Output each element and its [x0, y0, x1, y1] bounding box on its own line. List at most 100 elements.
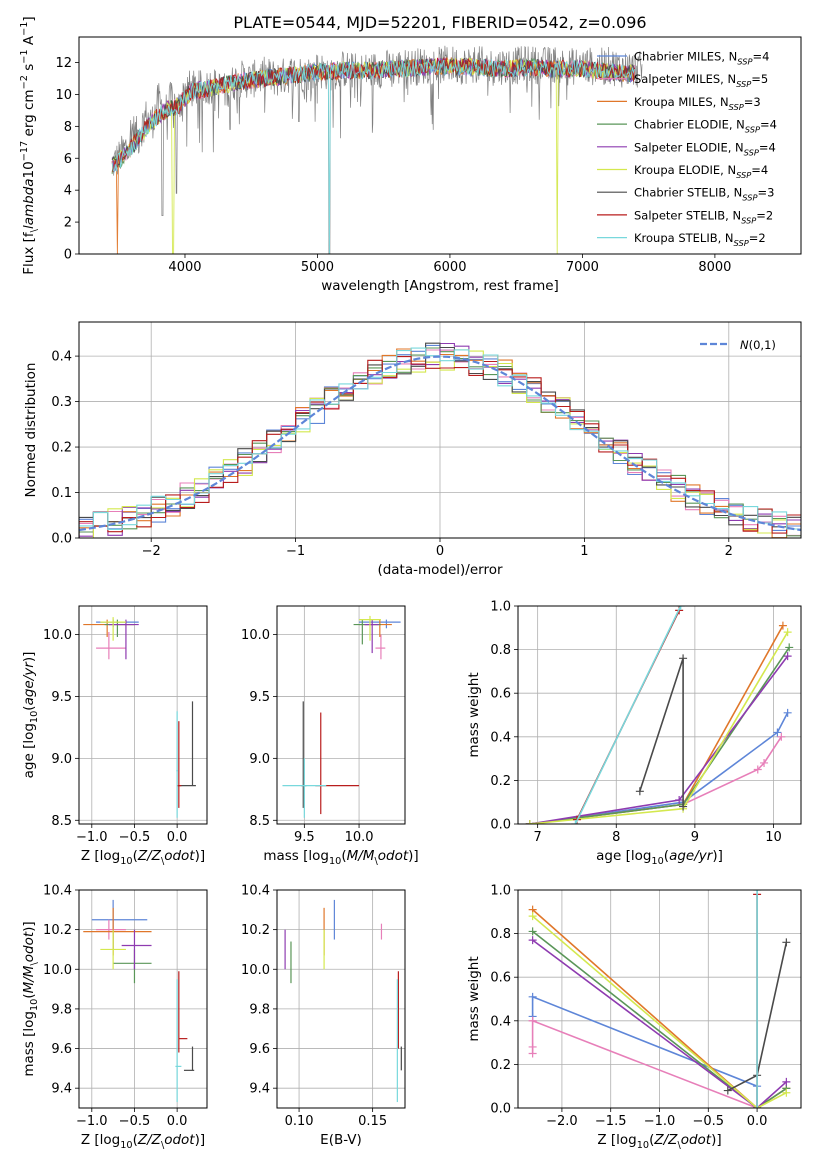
- y-tick-label: 10.0: [241, 963, 270, 978]
- weight-marker: [635, 787, 644, 796]
- x-axis-label: age [log10(age/yr)]: [596, 848, 723, 867]
- legend-label: Kroupa MILES, NSSP=3: [634, 95, 761, 112]
- x-tick-label: −1.5: [595, 1114, 627, 1129]
- y-tick-label: 0.1: [51, 486, 72, 501]
- weight-marker: [679, 802, 688, 811]
- figure-title: PLATE=0544, MJD=52201, FIBERID=0542, z=0…: [233, 13, 646, 32]
- y-tick-label: 10.4: [241, 884, 270, 899]
- axes-frame: [78, 889, 208, 1109]
- x-tick-label: −1: [286, 544, 305, 559]
- axes-frame: [78, 36, 802, 255]
- x-tick-label: −1.0: [76, 830, 108, 845]
- weight-marker: [528, 1042, 537, 1051]
- y-tick-label: 0.6: [490, 971, 511, 986]
- axes-frame: [517, 605, 802, 825]
- axes-frame: [78, 605, 208, 825]
- legend-label: Chabrier MILES, NSSP=4: [634, 50, 769, 67]
- weight-line: [639, 658, 684, 807]
- weight-marker: [773, 728, 782, 737]
- y-axis-label: age [log10(age/yr)]: [21, 652, 40, 779]
- x-tick-label: 10: [765, 830, 782, 845]
- weight-line: [531, 995, 758, 1108]
- y-tick-label: 0.0: [490, 1102, 511, 1117]
- y-tick-label: 10.0: [241, 628, 270, 643]
- y-tick-label: 10: [55, 88, 72, 103]
- x-tick-label: −1.0: [644, 1114, 676, 1129]
- x-tick-label: −0.5: [693, 1114, 725, 1129]
- x-axis-label: Z [log10(Z/Z\odot)]: [81, 848, 205, 867]
- y-tick-label: 4: [64, 184, 72, 199]
- weight-line: [532, 939, 787, 1108]
- x-axis-label: wavelength [Angstrom, rest frame]: [321, 278, 559, 294]
- y-tick-label: 0.8: [490, 643, 511, 658]
- y-tick-label: 9.6: [51, 1042, 72, 1057]
- plot-area: [284, 899, 402, 1103]
- x-tick-label: 8000: [698, 260, 731, 275]
- mass-vs-extinction-panel: 0.10 0.15 9.4 9.6 9.8 10.0 10.2 10.4 E(B-V): [241, 884, 406, 1148]
- y-axis-label: Normed distribution: [23, 363, 39, 498]
- y-tick-label: 0.0: [51, 532, 72, 547]
- x-tick-label: 4000: [168, 260, 201, 275]
- x-tick-label: 10.0: [345, 830, 374, 845]
- weight-marker: [782, 938, 791, 947]
- weight-marker: [760, 758, 769, 767]
- x-tick-label: −2.0: [546, 1114, 578, 1129]
- x-tick-label: 0.0: [167, 830, 188, 845]
- legend-label: Kroupa ELODIE, NSSP=4: [634, 163, 768, 180]
- y-tick-label: 0.8: [490, 927, 511, 942]
- weight-marker: [676, 606, 685, 610]
- residual-histogram-panel: −2 −1 0 1 2 0.0 0.1 0.2 0.3 0.4 (data-model)/error…: [23, 321, 802, 578]
- weight-marker: [777, 732, 786, 741]
- legend-label: Chabrier ELODIE, NSSP=4: [634, 118, 777, 135]
- x-tick-label: 7: [534, 830, 542, 845]
- weight-line: [532, 915, 787, 1108]
- weight-line: [529, 655, 789, 824]
- y-tick-label: 1.0: [490, 600, 511, 615]
- y-tick-label: 9.6: [249, 1042, 270, 1057]
- y-tick-label: 0.3: [51, 395, 72, 410]
- plot-area: [83, 617, 196, 818]
- x-axis-label: mass [log10(M/M\odot)]: [263, 848, 418, 867]
- y-tick-label: 9.5: [51, 690, 72, 705]
- weight-marker: [528, 927, 537, 936]
- weight-marker: [525, 820, 534, 824]
- weight-marker: [571, 820, 580, 824]
- x-tick-label: −2: [142, 544, 161, 559]
- plot-area: [83, 899, 195, 1103]
- y-tick-label: 8.5: [249, 814, 270, 829]
- y-tick-label: 6: [64, 152, 72, 167]
- legend-label: Kroupa STELIB, NSSP=2: [634, 231, 766, 248]
- x-axis-label: Z [log10(Z/Z\odot)]: [81, 1132, 205, 1151]
- weight-vs-metallicity-panel: −2.0 −1.5 −1.0 −0.5 0.0 0.0 0.2 0.4 0.6 0.8 1.0 Z […: [466, 884, 802, 1151]
- plot-area: [282, 615, 401, 818]
- weight-marker: [528, 936, 537, 945]
- legend-label: Salpeter ELODIE, NSSP=4: [634, 140, 776, 157]
- model-spectrum-line: [111, 58, 636, 254]
- model-spectrum-line: [111, 56, 636, 173]
- spectrum-panel: 4000 5000 6000 7000 8000 0 2 4 6 8 10 12 wavelength …: [19, 16, 802, 294]
- y-tick-label: 0.4: [490, 1014, 511, 1029]
- axes-frame: [276, 605, 406, 825]
- weight-marker: [785, 643, 794, 652]
- x-tick-label: 0.0: [167, 1114, 188, 1129]
- age-vs-mass-panel: 9.5 10.0 8.5 9.0 9.5 10.0 mass [log10(M/M\odot…: [241, 605, 419, 867]
- mass-vs-metallicity-panel: −1.0 −0.5 0.0 9.4 9.6 9.8 10.0 10.2 10.4 Z [log10…: [21, 884, 208, 1151]
- axes-frame: [276, 889, 406, 1109]
- x-axis-label: E(B-V): [320, 1132, 362, 1148]
- x-tick-label: 5000: [301, 260, 334, 275]
- plot-area: [528, 890, 791, 1108]
- plot-area: [79, 342, 801, 538]
- x-tick-label: 0.15: [358, 1114, 387, 1129]
- x-tick-label: −1.0: [76, 1114, 108, 1129]
- x-tick-label: 7000: [566, 260, 599, 275]
- weight-marker: [782, 1088, 791, 1097]
- y-tick-label: 2: [64, 216, 72, 231]
- y-tick-label: 9.0: [51, 752, 72, 767]
- weight-marker: [679, 654, 688, 663]
- weight-marker: [783, 628, 792, 637]
- y-tick-label: 0.0: [490, 818, 511, 833]
- gaussian-curve: [79, 355, 801, 532]
- x-tick-label: 0.10: [285, 1114, 314, 1129]
- y-tick-label: 0.2: [51, 441, 72, 456]
- x-tick-label: 1: [580, 544, 588, 559]
